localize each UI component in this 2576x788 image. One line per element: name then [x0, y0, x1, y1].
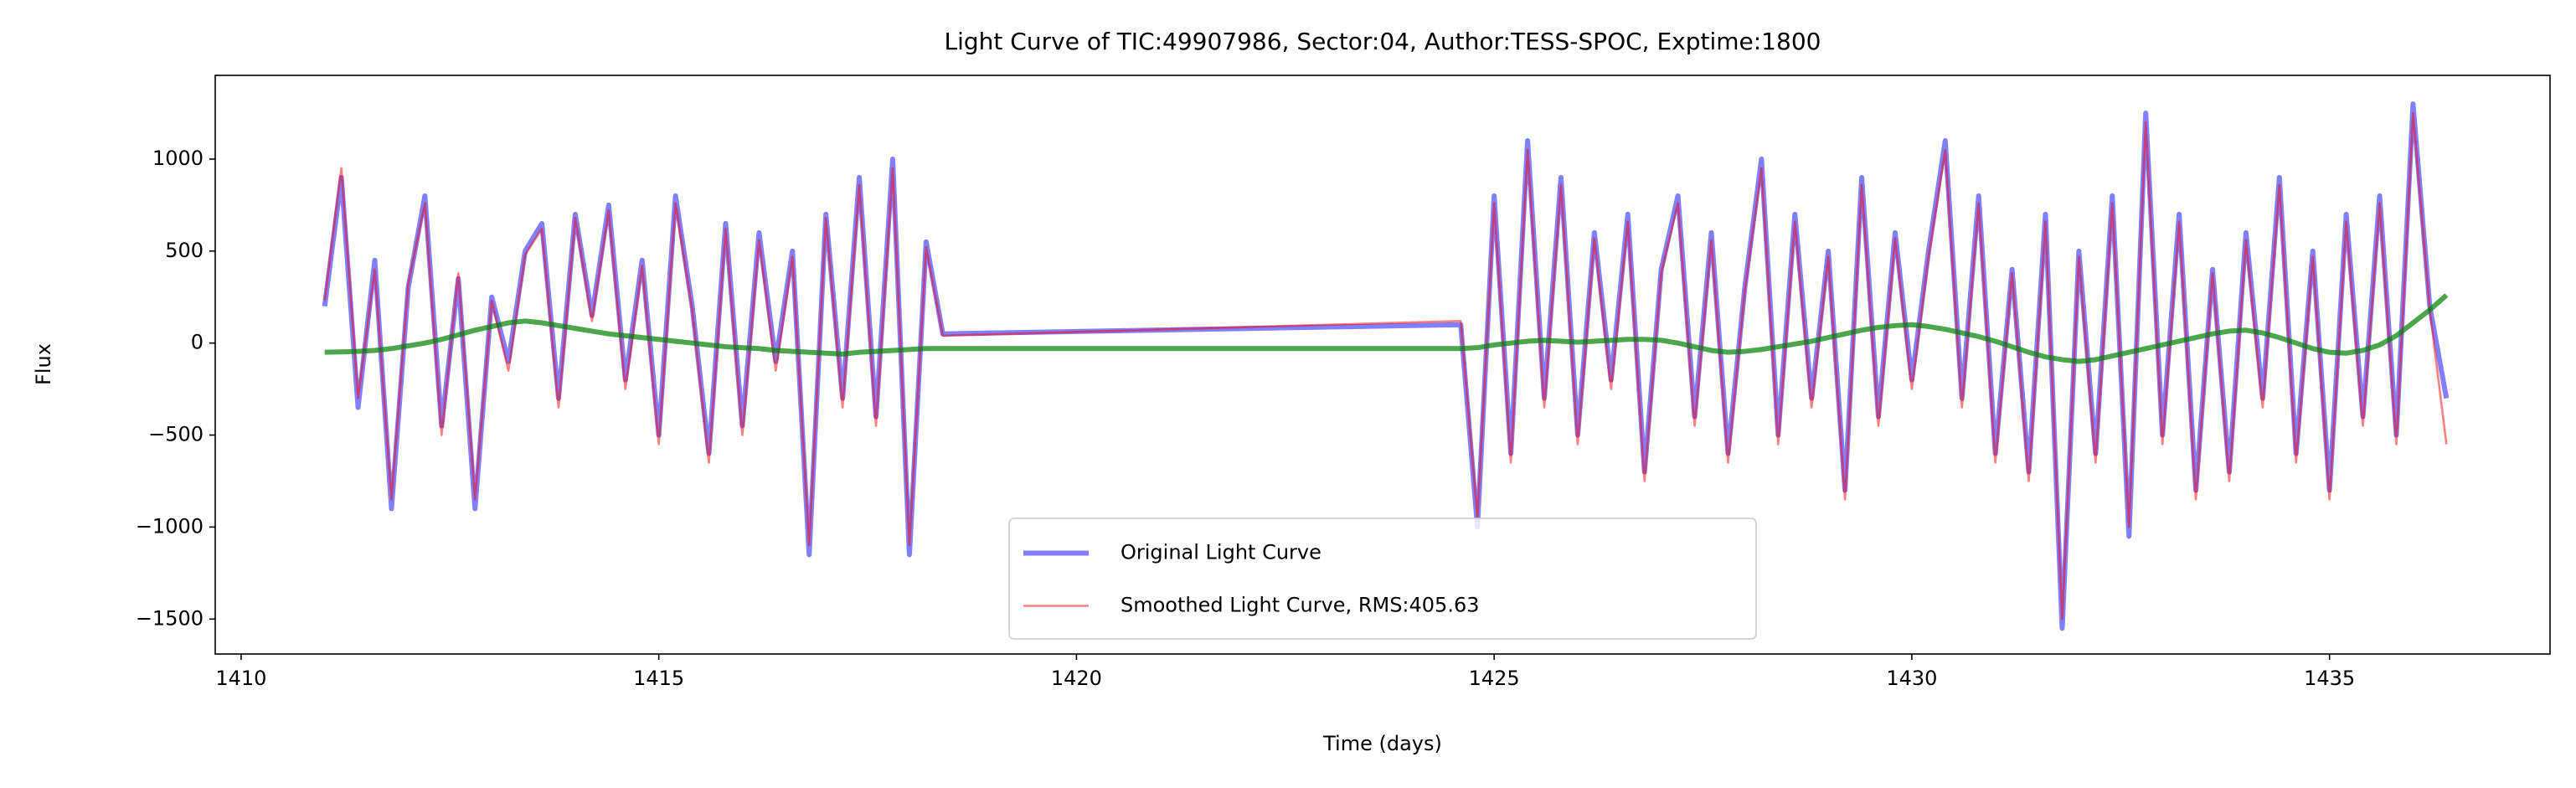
data-line — [324, 293, 2449, 364]
x-tick-label: 1435 — [2304, 667, 2355, 690]
x-tick-label: 1425 — [1469, 667, 1520, 690]
x-tick-label: 1420 — [1051, 667, 1102, 690]
chart-title: Light Curve of TIC:49907986, Sector:04, … — [945, 28, 1821, 55]
legend-label: Smoothed Light Curve, RMS:405.63 — [1121, 594, 1480, 617]
y-tick-label: 1000 — [152, 147, 204, 170]
y-tick-label: −1000 — [136, 514, 204, 538]
y-axis-label: Flux — [32, 343, 55, 385]
data-line — [323, 111, 2448, 621]
y-tick-label: 500 — [165, 239, 204, 262]
legend-box — [1008, 518, 1757, 640]
x-tick-label: 1410 — [215, 667, 266, 690]
legend-label: Original Light Curve — [1121, 541, 1321, 564]
y-tick-label: 0 — [191, 331, 204, 354]
y-tick-label: −500 — [148, 423, 204, 446]
axes-frame — [214, 75, 2551, 655]
x-axis-label: Time (days) — [1322, 732, 1442, 755]
y-tick-label: −1500 — [136, 606, 204, 630]
x-tick-label: 1430 — [1886, 667, 1937, 690]
x-tick-label: 1415 — [633, 667, 684, 690]
